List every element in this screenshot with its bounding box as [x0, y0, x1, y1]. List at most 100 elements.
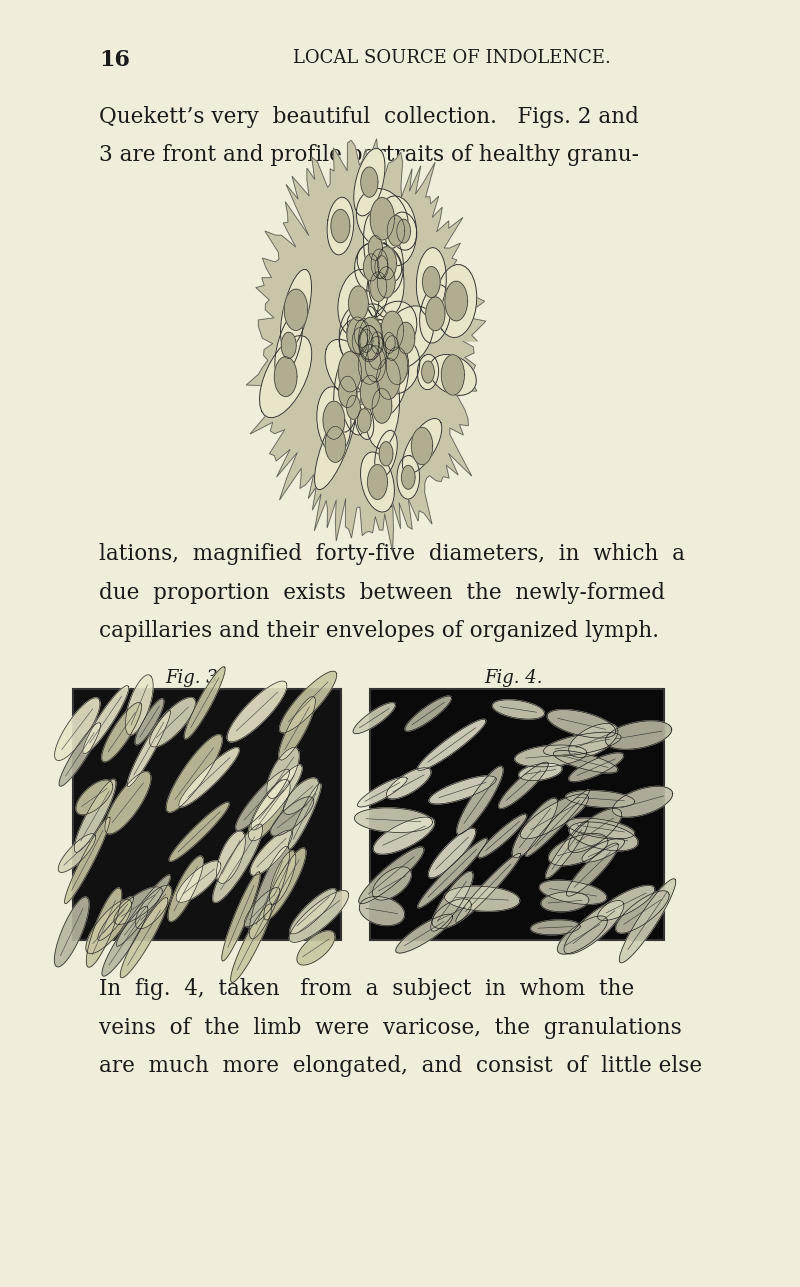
Polygon shape [569, 723, 618, 757]
Polygon shape [543, 732, 621, 755]
Polygon shape [230, 903, 272, 982]
Polygon shape [297, 931, 335, 965]
Polygon shape [354, 402, 374, 439]
Polygon shape [386, 347, 408, 385]
Polygon shape [368, 336, 386, 369]
Polygon shape [367, 465, 387, 499]
Text: lations,  magnified  forty-five  diameters,  in  which  a: lations, magnified forty-five diameters,… [99, 543, 685, 565]
Polygon shape [374, 430, 398, 477]
Polygon shape [370, 232, 403, 295]
Polygon shape [558, 916, 607, 954]
Polygon shape [445, 281, 467, 320]
Bar [370, 689, 663, 940]
Polygon shape [59, 723, 101, 786]
Polygon shape [363, 214, 387, 283]
Polygon shape [358, 326, 379, 362]
Polygon shape [370, 326, 385, 360]
Polygon shape [74, 780, 116, 852]
Polygon shape [436, 265, 477, 337]
Polygon shape [613, 786, 673, 817]
Polygon shape [368, 301, 417, 360]
Polygon shape [355, 306, 378, 376]
Polygon shape [54, 698, 100, 761]
Polygon shape [120, 897, 168, 978]
Text: 16: 16 [99, 49, 130, 71]
Polygon shape [284, 290, 308, 331]
Polygon shape [375, 196, 417, 265]
Polygon shape [58, 834, 96, 873]
Polygon shape [135, 699, 164, 745]
Polygon shape [356, 188, 408, 250]
Polygon shape [98, 897, 134, 941]
Polygon shape [397, 219, 410, 243]
Polygon shape [126, 674, 153, 735]
Polygon shape [290, 889, 336, 934]
Polygon shape [426, 297, 445, 331]
Polygon shape [526, 790, 590, 856]
Polygon shape [358, 333, 392, 394]
Polygon shape [178, 748, 239, 807]
Polygon shape [352, 328, 367, 355]
Polygon shape [86, 900, 132, 954]
Polygon shape [127, 710, 170, 786]
Polygon shape [397, 456, 420, 499]
Polygon shape [114, 887, 162, 924]
Polygon shape [546, 821, 588, 878]
Text: are  much  more  elongated,  and  consist  of  little else: are much more elongated, and consist of … [99, 1055, 702, 1077]
Polygon shape [520, 794, 589, 839]
Polygon shape [422, 266, 440, 297]
Polygon shape [457, 766, 503, 834]
Polygon shape [347, 314, 377, 354]
Polygon shape [512, 798, 558, 858]
Polygon shape [283, 779, 318, 815]
Polygon shape [350, 304, 391, 373]
Polygon shape [250, 847, 290, 940]
Polygon shape [379, 441, 393, 466]
Polygon shape [430, 871, 473, 932]
Polygon shape [368, 247, 404, 318]
Polygon shape [327, 197, 354, 255]
Polygon shape [383, 332, 395, 354]
Polygon shape [360, 376, 380, 409]
Polygon shape [281, 269, 311, 350]
Polygon shape [354, 148, 385, 216]
Polygon shape [419, 284, 451, 344]
Polygon shape [353, 703, 395, 734]
Polygon shape [359, 897, 405, 925]
Polygon shape [246, 139, 486, 552]
Polygon shape [279, 696, 315, 761]
Polygon shape [251, 764, 302, 830]
Polygon shape [366, 256, 390, 317]
Polygon shape [405, 696, 451, 731]
Text: Fig. 4.: Fig. 4. [484, 669, 542, 687]
Polygon shape [541, 892, 589, 911]
Polygon shape [371, 332, 384, 354]
Polygon shape [290, 891, 349, 942]
Text: LOCAL SOURCE OF INDOLENCE.: LOCAL SOURCE OF INDOLENCE. [294, 49, 611, 67]
Polygon shape [368, 341, 409, 417]
Polygon shape [402, 466, 415, 489]
Polygon shape [397, 322, 415, 354]
Polygon shape [411, 427, 433, 465]
Polygon shape [352, 323, 386, 364]
Polygon shape [598, 885, 654, 920]
Polygon shape [378, 266, 395, 297]
Polygon shape [105, 772, 150, 834]
Polygon shape [582, 838, 625, 862]
Polygon shape [539, 880, 606, 905]
Polygon shape [418, 719, 486, 771]
Polygon shape [176, 861, 221, 902]
Polygon shape [416, 247, 446, 317]
Polygon shape [331, 210, 350, 243]
Polygon shape [347, 317, 368, 354]
Polygon shape [166, 735, 222, 812]
Polygon shape [338, 351, 362, 393]
Text: Fig. 2.: Fig. 2. [338, 180, 396, 198]
Polygon shape [375, 319, 409, 377]
Polygon shape [280, 672, 337, 732]
Polygon shape [358, 317, 383, 360]
Polygon shape [217, 831, 246, 883]
Polygon shape [566, 843, 618, 896]
Polygon shape [339, 305, 375, 366]
Polygon shape [264, 848, 306, 920]
